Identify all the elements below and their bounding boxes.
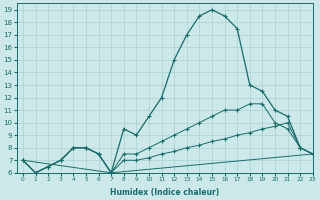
X-axis label: Humidex (Indice chaleur): Humidex (Indice chaleur) (110, 188, 219, 197)
